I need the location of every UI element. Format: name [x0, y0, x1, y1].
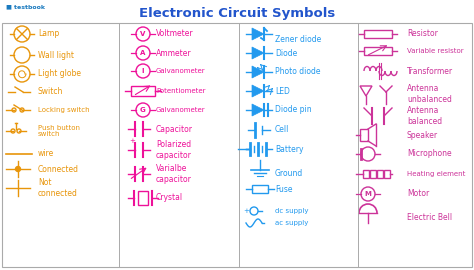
- Text: Variable resistor: Variable resistor: [407, 48, 464, 54]
- Text: Potentiometer: Potentiometer: [156, 88, 206, 94]
- Text: Capacitor: Capacitor: [156, 124, 193, 133]
- Text: LED: LED: [275, 86, 290, 96]
- Text: Antenna
unbalanced: Antenna unbalanced: [407, 84, 452, 104]
- Text: Diode: Diode: [275, 49, 297, 58]
- Text: Wall light: Wall light: [38, 50, 74, 59]
- Text: Battery: Battery: [275, 144, 303, 154]
- Text: Light globe: Light globe: [38, 69, 81, 79]
- Text: I: I: [142, 68, 144, 74]
- Text: Motor: Motor: [407, 190, 429, 198]
- Text: ac supply: ac supply: [275, 220, 309, 226]
- Text: dc supply: dc supply: [275, 208, 309, 214]
- Text: Resistor: Resistor: [407, 29, 438, 39]
- Text: Antenna
balanced: Antenna balanced: [407, 106, 442, 126]
- Text: +: +: [129, 138, 135, 144]
- Text: Photo diode: Photo diode: [275, 68, 320, 76]
- Text: ■ testbook: ■ testbook: [6, 5, 45, 9]
- Text: Polarized
capacitor: Polarized capacitor: [156, 140, 192, 160]
- Text: Diode pin: Diode pin: [275, 106, 311, 114]
- Text: Cell: Cell: [275, 126, 289, 134]
- Text: Galvanometer: Galvanometer: [156, 68, 206, 74]
- Text: Push button
switch: Push button switch: [38, 124, 80, 137]
- Text: Locking switch: Locking switch: [38, 107, 90, 113]
- Text: Voltmeter: Voltmeter: [156, 29, 193, 39]
- Text: wire: wire: [38, 150, 54, 158]
- Text: Lamp: Lamp: [38, 29, 59, 39]
- Text: Electronic Circuit Symbols: Electronic Circuit Symbols: [139, 8, 335, 21]
- Text: Ammeter: Ammeter: [156, 49, 191, 58]
- Text: Not
connected: Not connected: [38, 178, 78, 198]
- Text: Switch: Switch: [38, 87, 64, 96]
- Text: +: +: [243, 208, 249, 214]
- Text: Speaker: Speaker: [407, 130, 438, 140]
- Polygon shape: [252, 66, 264, 78]
- Text: Crystal: Crystal: [156, 194, 183, 202]
- Polygon shape: [252, 104, 264, 116]
- Text: V: V: [140, 31, 146, 37]
- Text: M: M: [365, 191, 372, 197]
- Text: Varialbe
capacitor: Varialbe capacitor: [156, 164, 192, 184]
- Text: Fuse: Fuse: [275, 184, 292, 194]
- Text: A: A: [140, 50, 146, 56]
- Text: Electric Bell: Electric Bell: [407, 214, 452, 222]
- Text: Heating element: Heating element: [407, 171, 465, 177]
- Text: G: G: [140, 107, 146, 113]
- Polygon shape: [252, 28, 264, 40]
- Polygon shape: [252, 47, 264, 59]
- Polygon shape: [252, 85, 264, 97]
- Circle shape: [16, 167, 20, 171]
- Text: Connected: Connected: [38, 164, 79, 174]
- Text: Transformer: Transformer: [407, 66, 453, 76]
- Text: Microphone: Microphone: [407, 150, 452, 158]
- Text: Zener diode: Zener diode: [275, 35, 321, 45]
- Text: Galvanometer: Galvanometer: [156, 107, 206, 113]
- Text: Ground: Ground: [275, 168, 303, 177]
